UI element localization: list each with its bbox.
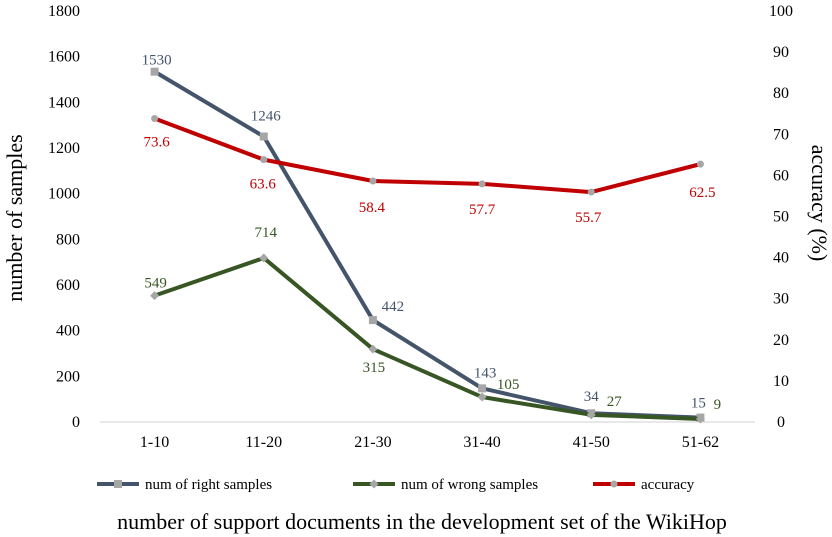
right-axis-ticks: 0 10 20 30 40 50 60 70 80 90 100: [769, 3, 793, 431]
legend-swatch-marker: [610, 480, 618, 488]
right-tick-label: 40: [773, 250, 789, 267]
data-label: 57.7: [469, 202, 496, 218]
data-point-marker: [259, 132, 268, 141]
data-point-marker: [150, 67, 159, 76]
right-tick-label: 30: [773, 291, 789, 308]
right-tick-label: 70: [773, 126, 789, 143]
x-axis-ticks: 1-10 11-20 21-30 31-40 41-50 51-62: [140, 434, 719, 451]
x-tick-label: 1-10: [140, 434, 169, 451]
series-line-num-of-wrong-samples: [153, 255, 701, 421]
left-tick-label: 400: [56, 323, 80, 340]
data-point-marker: [477, 392, 487, 402]
data-label: 15: [691, 396, 706, 412]
right-axis-title: accuracy (%): [807, 145, 832, 262]
legend-label: num of wrong samples: [401, 477, 538, 493]
data-label: 1246: [251, 108, 282, 124]
data-point-marker: [259, 253, 269, 263]
x-axis-title: number of support documents in the devel…: [117, 509, 727, 534]
right-tick-label: 80: [773, 85, 789, 102]
series-layer: [150, 67, 705, 424]
data-point-marker: [369, 177, 377, 185]
right-tick-label: 10: [773, 373, 789, 390]
right-tick-label: 0: [777, 414, 785, 431]
data-label: 34: [584, 389, 600, 405]
x-tick-label: 31-40: [463, 434, 500, 451]
right-tick-label: 20: [773, 332, 789, 349]
data-label: 55.7: [575, 210, 602, 226]
data-label: 58.4: [359, 200, 386, 216]
data-point-marker: [695, 414, 705, 424]
right-tick-label: 90: [773, 44, 789, 61]
data-label: 105: [497, 377, 520, 393]
data-point-marker: [586, 410, 596, 420]
left-tick-label: 200: [56, 368, 80, 385]
left-tick-label: 1200: [48, 140, 80, 157]
data-point-marker: [478, 180, 486, 188]
left-tick-label: 1000: [48, 186, 80, 203]
data-point-marker: [696, 160, 704, 168]
data-point-marker: [368, 344, 378, 354]
data-label: 714: [255, 225, 278, 241]
data-label: 62.5: [689, 185, 715, 201]
data-point-marker: [150, 291, 160, 301]
left-axis-ticks: 0 200 400 600 800 1000 1200 1400 1600 1800: [48, 3, 80, 431]
data-label: 63.6: [250, 177, 277, 193]
series-line-num-of-right-samples: [153, 69, 701, 420]
data-point-marker: [478, 384, 487, 393]
right-tick-label: 50: [773, 209, 789, 226]
x-tick-label: 41-50: [573, 434, 610, 451]
left-tick-label: 1600: [48, 49, 80, 66]
data-point-marker: [151, 115, 159, 123]
left-tick-label: 800: [56, 231, 80, 248]
data-point-marker: [260, 156, 268, 164]
left-axis-title: number of samples: [2, 134, 27, 301]
left-tick-label: 1400: [48, 94, 80, 111]
left-tick-label: 600: [56, 277, 80, 294]
data-label: 9: [714, 397, 722, 413]
data-point-marker: [368, 316, 377, 325]
data-labels-layer: 1530 1246 442 143 34 15 549 714 315 105 27 9 73.6 63.…: [142, 53, 722, 413]
legend-swatch-marker: [369, 479, 379, 489]
left-tick-label: 1800: [48, 3, 80, 20]
data-label: 143: [474, 365, 497, 381]
left-tick-label: 0: [72, 414, 80, 431]
data-point-marker: [587, 188, 595, 196]
series-line-accuracy: [153, 116, 701, 195]
x-tick-label: 51-62: [682, 434, 719, 451]
data-label: 73.6: [143, 135, 170, 151]
right-tick-label: 60: [773, 167, 789, 184]
legend: num of right samples num of wrong samples…: [97, 477, 695, 493]
legend-label: num of right samples: [145, 477, 272, 493]
right-tick-label: 100: [769, 3, 793, 20]
x-tick-label: 11-20: [245, 434, 282, 451]
data-label: 27: [607, 394, 623, 410]
data-label: 315: [363, 360, 386, 376]
data-label: 1530: [142, 53, 172, 69]
legend-label: accuracy: [641, 477, 695, 493]
x-tick-label: 21-30: [354, 434, 391, 451]
data-label: 549: [144, 276, 167, 292]
legend-swatch-marker: [114, 480, 122, 488]
data-label: 442: [382, 299, 405, 315]
